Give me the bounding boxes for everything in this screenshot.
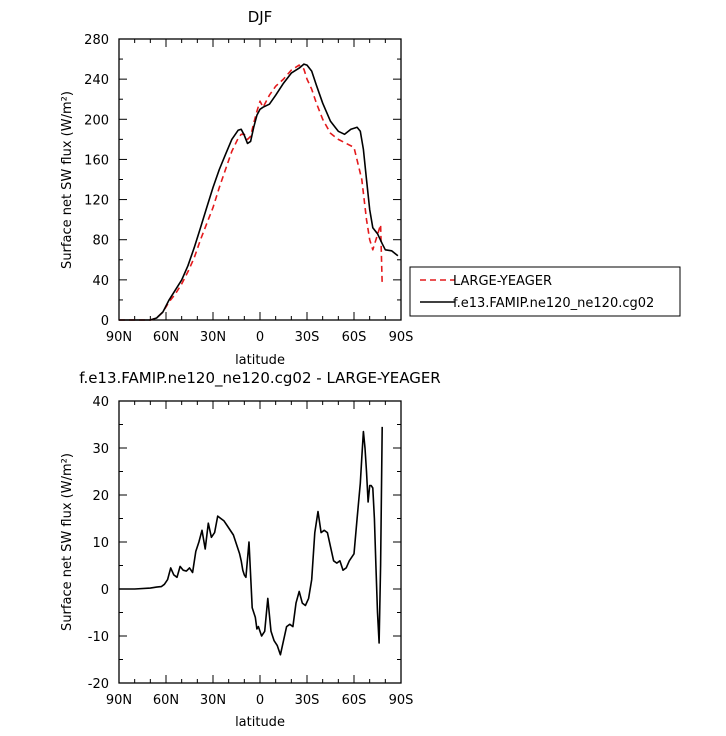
legend-label-famip: f.e13.FAMIP.ne120_ne120.cg02 — [453, 296, 654, 311]
top-chart-legend: LARGE-YEAGER f.e13.FAMIP.ne120_ne120.cg0… — [409, 266, 681, 317]
top-x-tick-label: 30S — [295, 330, 320, 345]
top-x-tick-label: 0 — [256, 330, 264, 345]
top-x-tick-label: 30N — [200, 330, 226, 345]
top-x-tick-label: 60S — [342, 330, 367, 345]
legend-box — [409, 266, 681, 317]
top-x-axis-label: latitude — [235, 353, 285, 368]
top-series-line-0 — [119, 64, 383, 321]
bottom-y-tick-label: -20 — [88, 677, 109, 692]
bottom-plot-area: 90N 60N 30N 0 30S 60S 90S -20 -10 0 10 20 30 40 — [88, 395, 414, 708]
top-y-axis-label: Surface net SW flux (W/m²) — [60, 91, 75, 269]
bottom-y-tick-label: 40 — [92, 395, 109, 410]
top-y-tick-label: 200 — [84, 113, 109, 128]
bottom-chart-title: f.e13.FAMIP.ne120_ne120.cg02 - LARGE-YEA… — [79, 369, 440, 388]
top-y-tick-label: 40 — [92, 274, 109, 289]
bottom-series-line-0 — [119, 426, 383, 656]
top-chart-panel: DJF 90N 60N 30N 0 30S 60S 90S 0 40 80 120 160 200 240… — [60, 8, 681, 368]
top-y-tick-label: 120 — [84, 194, 109, 209]
bottom-y-tick-label: 20 — [92, 489, 109, 504]
top-y-tick-label: 0 — [101, 314, 109, 329]
bottom-x-tick-label: 30N — [200, 693, 226, 708]
top-x-tick-label: 90N — [106, 330, 132, 345]
bottom-x-tick-label: 60N — [153, 693, 179, 708]
top-plot-frame — [118, 38, 402, 321]
bottom-y-tick-label: -10 — [88, 630, 109, 645]
bottom-x-tick-label: 90N — [106, 693, 132, 708]
bottom-plot-frame — [118, 400, 402, 684]
bottom-chart-panel: f.e13.FAMIP.ne120_ne120.cg02 - LARGE-YEA… — [60, 369, 441, 730]
top-y-tick-label: 240 — [84, 73, 109, 88]
top-x-tick-label: 90S — [389, 330, 414, 345]
top-y-tick-label: 160 — [84, 153, 109, 168]
bottom-x-tick-label: 30S — [295, 693, 320, 708]
top-series-line-1 — [119, 63, 399, 321]
top-chart-title: DJF — [248, 8, 273, 26]
top-y-tick-label: 280 — [84, 33, 109, 48]
bottom-x-tick-label: 0 — [256, 693, 264, 708]
bottom-x-axis-label: latitude — [235, 715, 285, 730]
bottom-y-tick-label: 0 — [101, 583, 109, 598]
top-y-tick-label: 80 — [92, 234, 109, 249]
bottom-y-tick-label: 30 — [92, 442, 109, 457]
bottom-x-tick-label: 90S — [389, 693, 414, 708]
bottom-x-tick-label: 60S — [342, 693, 367, 708]
top-plot-area: 90N 60N 30N 0 30S 60S 90S 0 40 80 120 160 200 240 280 — [84, 33, 413, 345]
bottom-y-axis-label: Surface net SW flux (W/m²) — [60, 453, 75, 631]
legend-label-large-yeager: LARGE-YEAGER — [453, 274, 552, 289]
top-x-tick-label: 60N — [153, 330, 179, 345]
bottom-y-tick-label: 10 — [92, 536, 109, 551]
